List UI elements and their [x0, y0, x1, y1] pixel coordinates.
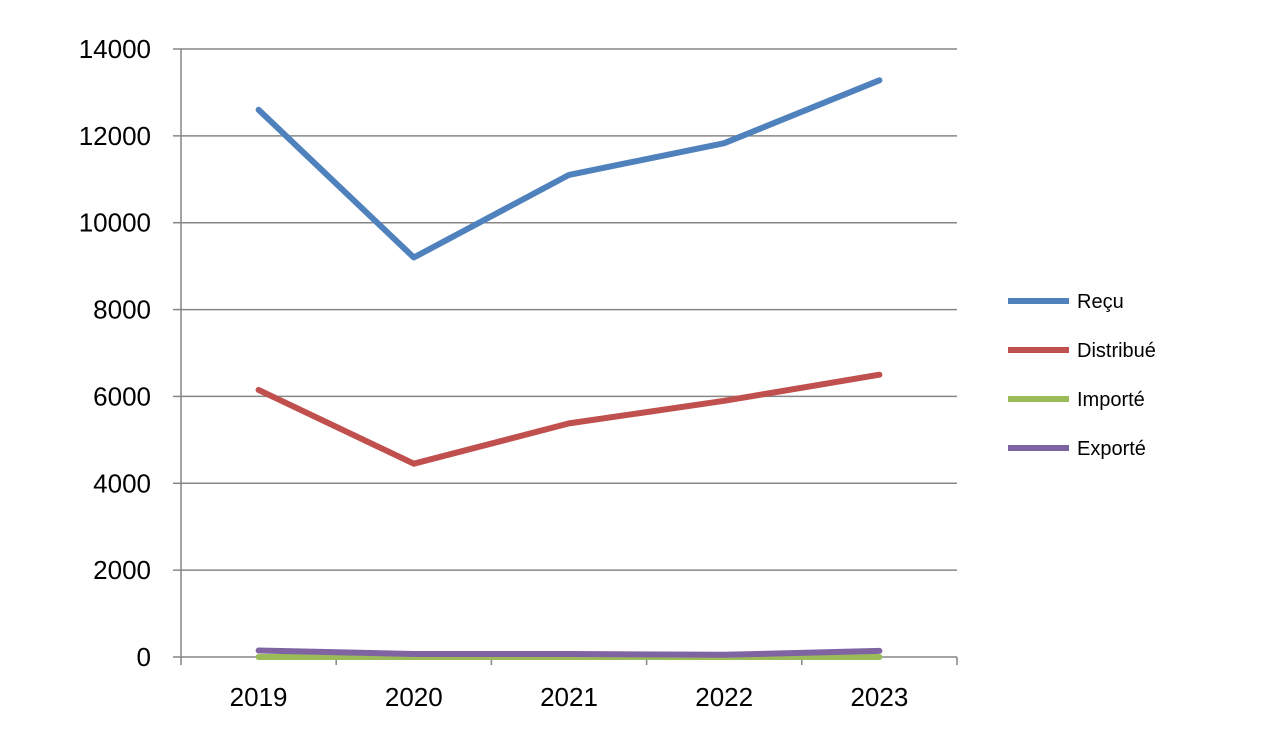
x-tick-label: 2020: [385, 682, 443, 712]
y-tick-label: 4000: [93, 468, 151, 498]
y-tick-label: 14000: [79, 34, 151, 64]
y-tick-label: 2000: [93, 555, 151, 585]
series-line-1: [255, 77, 883, 261]
series-line-4: [255, 647, 883, 658]
x-tick-label: 2021: [540, 682, 598, 712]
x-tick-label: 2023: [850, 682, 908, 712]
legend-label: Reçu: [1077, 291, 1124, 313]
legend-label: Importé: [1077, 389, 1145, 411]
y-tick-label: 8000: [93, 295, 151, 325]
x-tick-label: 2022: [695, 682, 753, 712]
y-tick-label: 0: [137, 642, 151, 672]
y-tick-label: 6000: [93, 381, 151, 411]
series-line-2: [255, 371, 883, 467]
series-lines: [255, 77, 883, 660]
legend-label: Exporté: [1077, 438, 1146, 460]
y-tick-label: 12000: [79, 121, 151, 151]
x-axis-tick-labels: 2019 2020 2021 2022 2023: [230, 682, 909, 712]
y-tick-label: 10000: [79, 208, 151, 238]
y-axis-tick-labels: 0 2000 4000 6000 8000 10000 12000 14000: [79, 34, 151, 672]
x-tick-label: 2019: [230, 682, 288, 712]
gridlines: [181, 48, 957, 571]
legend: Reçu Distribué Importé Exporté: [1008, 291, 1156, 460]
legend-label: Distribué: [1077, 340, 1156, 362]
